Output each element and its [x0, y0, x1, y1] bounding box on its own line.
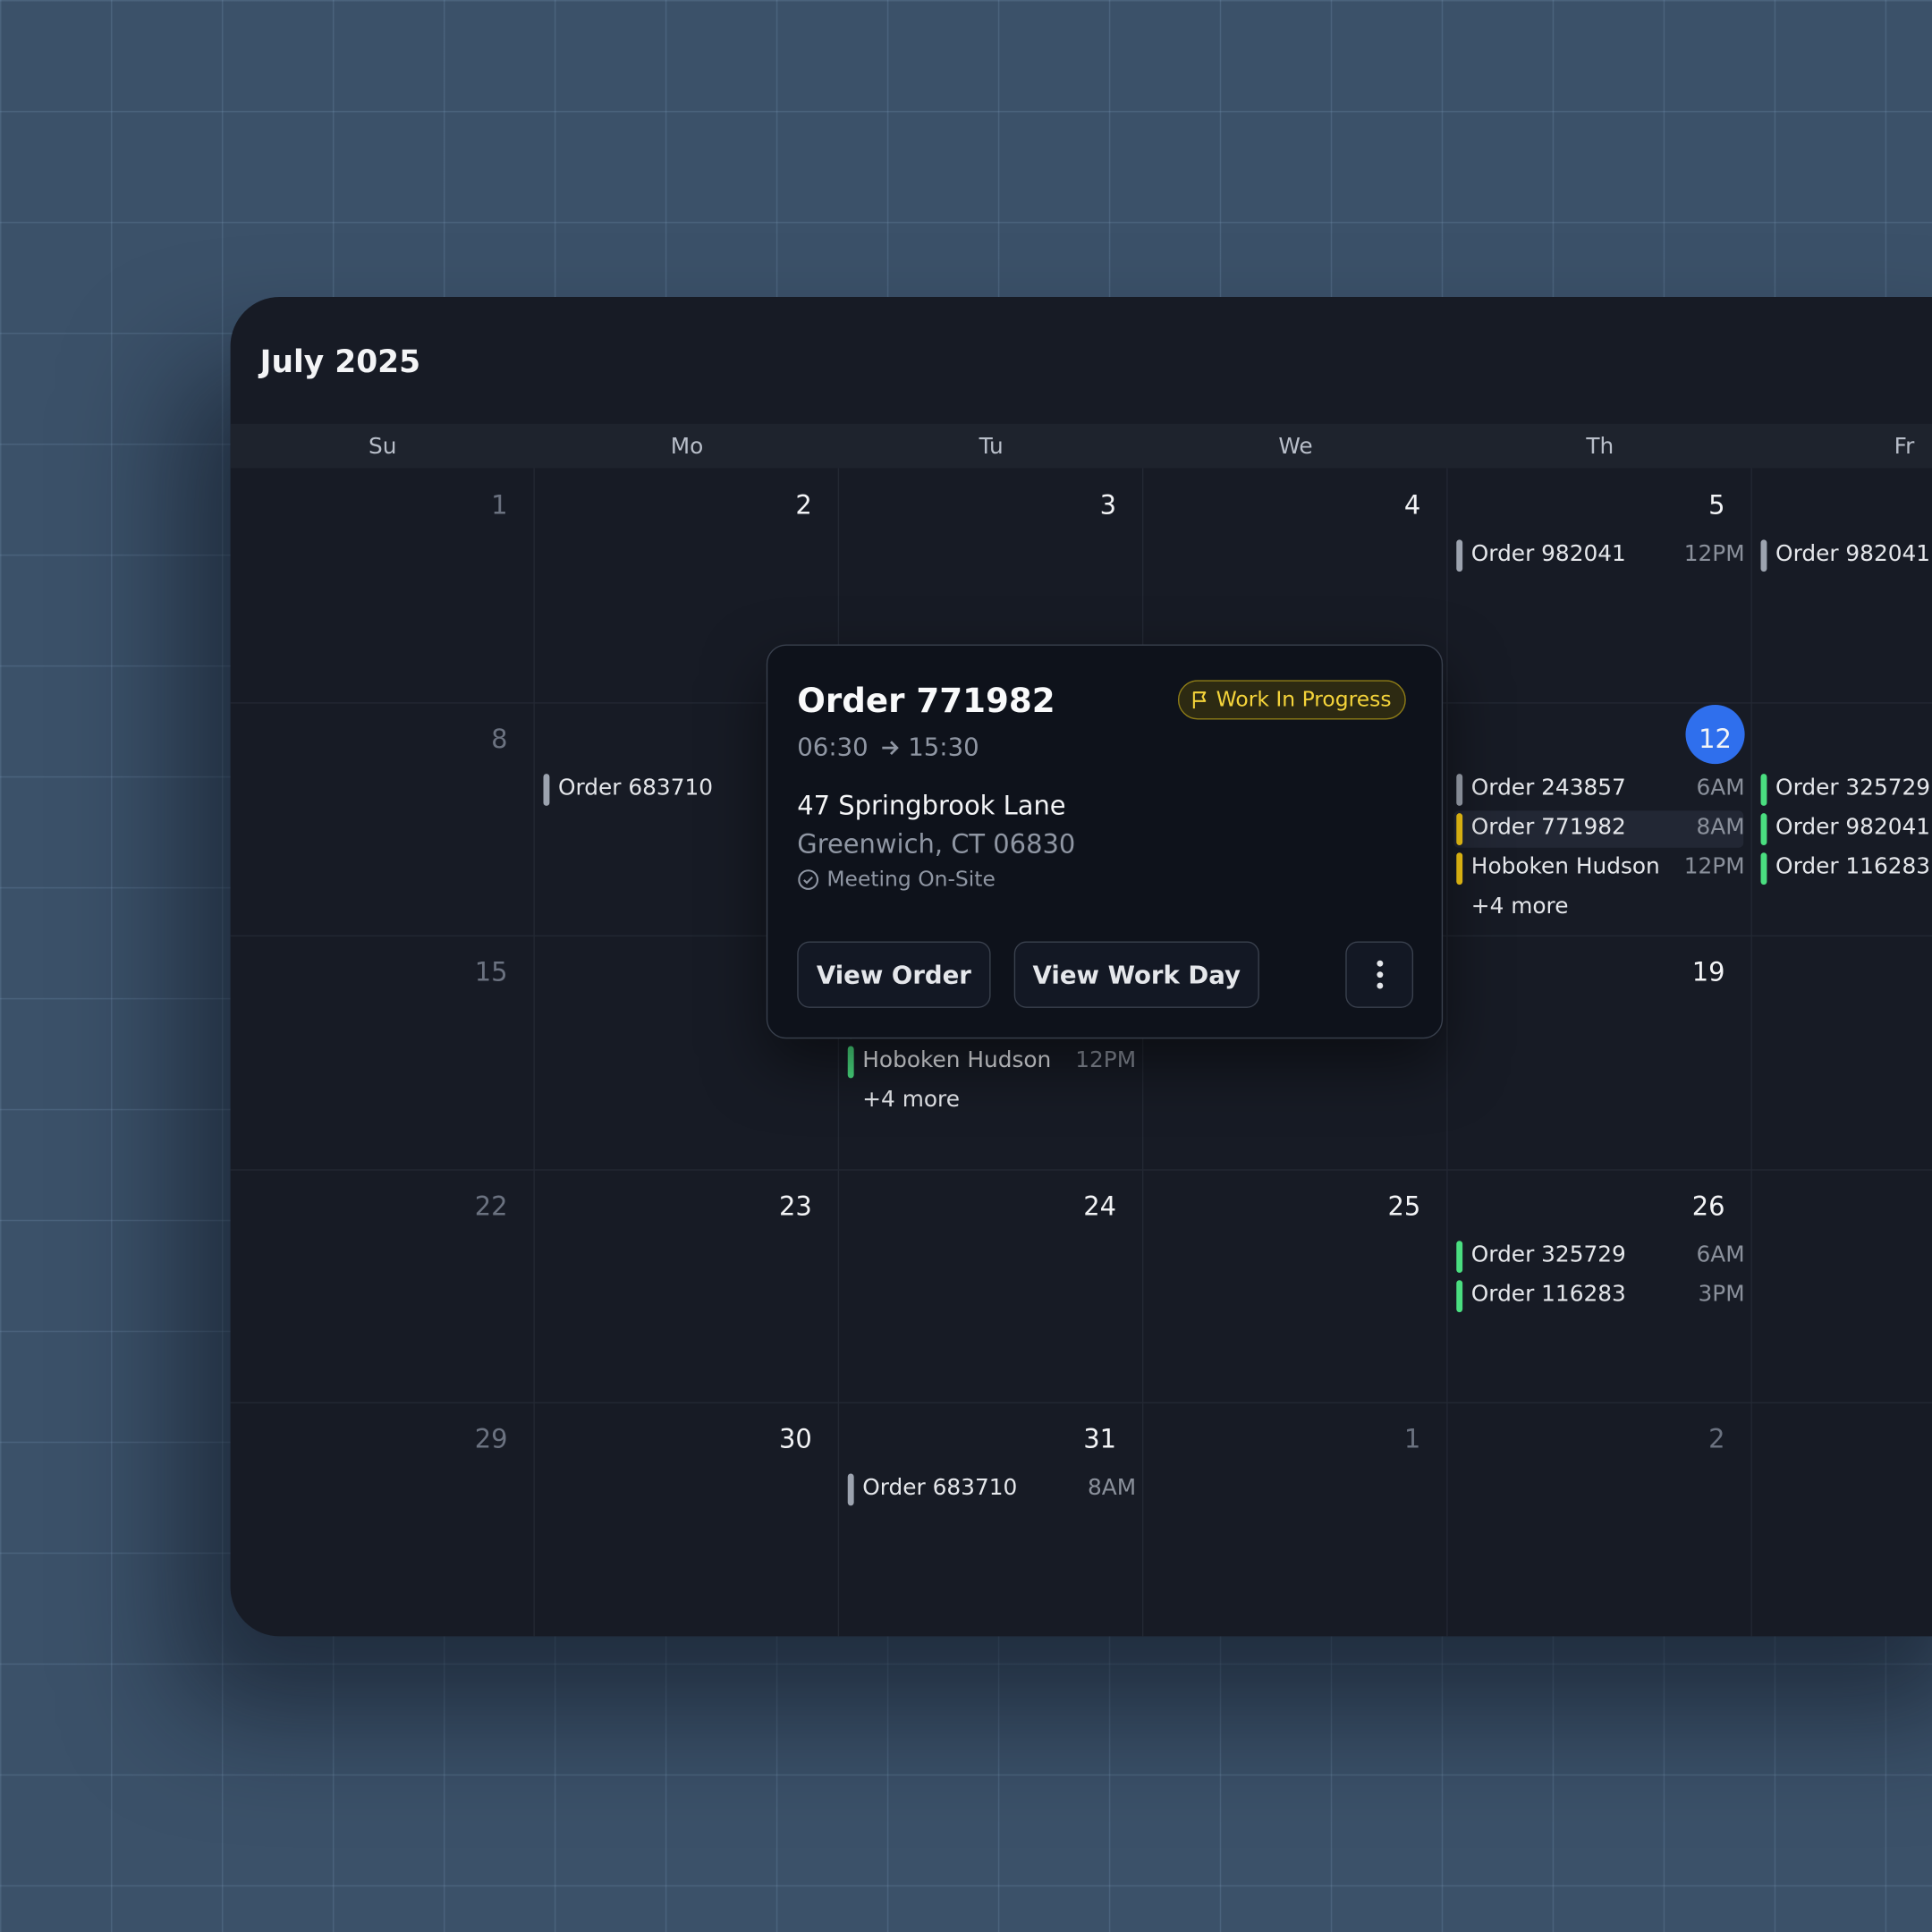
event-status-bar: [543, 773, 550, 806]
day-number: 19: [1691, 957, 1725, 987]
weekday-label: Th: [1586, 433, 1614, 460]
event-status-bar: [1760, 539, 1767, 572]
day-number: 5: [1708, 490, 1725, 521]
dots-icon: [1376, 960, 1383, 989]
event-status-bar: [1456, 539, 1463, 572]
event-name[interactable]: Order 325729: [1775, 774, 1931, 801]
event-status-bar: [1456, 852, 1463, 885]
status-badge: Work In Progress: [1177, 680, 1407, 720]
row-divider: [230, 1168, 1932, 1170]
weekday-header: Su Mo Tu We Th Fr: [230, 423, 1932, 469]
event-status-bar: [1760, 773, 1767, 806]
view-order-button[interactable]: View Order: [797, 941, 991, 1008]
address-line: 47 Springbrook Lane: [797, 791, 1066, 821]
day-number: 1: [1403, 1424, 1421, 1454]
day-number: 15: [474, 957, 508, 987]
row-divider: [230, 1402, 1932, 1404]
event-time: 12PM: [1683, 540, 1745, 567]
column-divider: [1446, 468, 1448, 1637]
start-time: 06:30: [797, 732, 869, 762]
day-number: 12: [1699, 724, 1732, 754]
day-number: 2: [795, 490, 812, 521]
status-text: Work In Progress: [1216, 687, 1392, 713]
flag-icon: [1192, 691, 1207, 709]
weekday-label: Mo: [670, 433, 704, 460]
arrow-icon: [882, 741, 899, 756]
day-number: 23: [778, 1191, 812, 1221]
event-time: 6AM: [1696, 1241, 1745, 1267]
event-time: 12PM: [1683, 852, 1745, 879]
day-number: 24: [1083, 1191, 1117, 1221]
event-name[interactable]: Hoboken Hudson: [862, 1046, 1052, 1073]
day-number: 8: [491, 724, 508, 754]
event-time: 8AM: [1696, 813, 1745, 840]
day-number: 26: [1691, 1191, 1725, 1221]
day-number: 31: [1083, 1424, 1117, 1454]
event-status-bar: [1760, 812, 1767, 845]
event-time: 6AM: [1696, 774, 1745, 801]
event-time: 12PM: [1075, 1046, 1137, 1073]
day-number: 2: [1708, 1424, 1725, 1454]
popover-title: Order 771982: [797, 682, 1055, 721]
event-name[interactable]: Order 116283: [1775, 852, 1931, 879]
column-divider: [1750, 468, 1752, 1637]
event-name[interactable]: Order 325729: [1470, 1241, 1626, 1267]
event-status-bar: [1456, 1279, 1463, 1312]
event-status-bar: [1760, 852, 1767, 885]
event-time: 3PM: [1698, 1280, 1745, 1307]
today-marker: [1685, 704, 1745, 764]
more-button[interactable]: [1345, 941, 1414, 1008]
view-work-day-button[interactable]: View Work Day: [1013, 941, 1259, 1008]
end-time: 15:30: [908, 732, 979, 762]
weekday-label: Tu: [979, 433, 1004, 460]
more-link[interactable]: +4 more: [1470, 893, 1569, 919]
day-number: 22: [474, 1191, 508, 1221]
meeting-type: Meeting On-Site: [826, 867, 996, 893]
day-number: 30: [778, 1424, 812, 1454]
day-number: 3: [1099, 490, 1117, 521]
event-status-bar: [847, 1473, 854, 1506]
event-name[interactable]: Order 243857: [1470, 774, 1626, 801]
event-hover: [1453, 809, 1744, 848]
check-icon: [798, 869, 819, 890]
event-status-bar: [1456, 1240, 1463, 1273]
weekday-label: Fr: [1894, 433, 1915, 460]
more-link[interactable]: +4 more: [862, 1086, 960, 1113]
day-number: 1: [491, 490, 508, 521]
event-status-bar: [1456, 812, 1463, 845]
column-divider: [533, 468, 535, 1637]
day-number: 4: [1403, 490, 1421, 521]
month-title: July 2025: [259, 343, 421, 380]
column-divider: [1141, 468, 1144, 1637]
event-status-bar: [1456, 773, 1463, 806]
event-name[interactable]: Order 982041: [1775, 540, 1931, 567]
event-name[interactable]: Order 982041: [1775, 813, 1931, 840]
weekday-label: Su: [368, 433, 397, 460]
event-name[interactable]: Hoboken Hudson: [1470, 852, 1660, 879]
order-popover: Order 771982 Work In Progress 06:30 15:3…: [766, 644, 1444, 1039]
event-name[interactable]: Order 683710: [862, 1474, 1018, 1501]
event-name[interactable]: Order 683710: [558, 774, 714, 801]
event-name[interactable]: Order 116283: [1470, 1280, 1626, 1307]
event-time: 8AM: [1087, 1474, 1137, 1501]
weekday-label: We: [1278, 433, 1313, 460]
column-divider: [837, 468, 840, 1637]
address-line: Greenwich, CT 06830: [797, 829, 1076, 860]
day-number: 25: [1387, 1191, 1421, 1221]
event-name[interactable]: Order 982041: [1470, 540, 1626, 567]
day-number: 29: [474, 1424, 508, 1454]
event-name[interactable]: Order 771982: [1470, 813, 1626, 840]
event-status-bar: [847, 1046, 854, 1079]
